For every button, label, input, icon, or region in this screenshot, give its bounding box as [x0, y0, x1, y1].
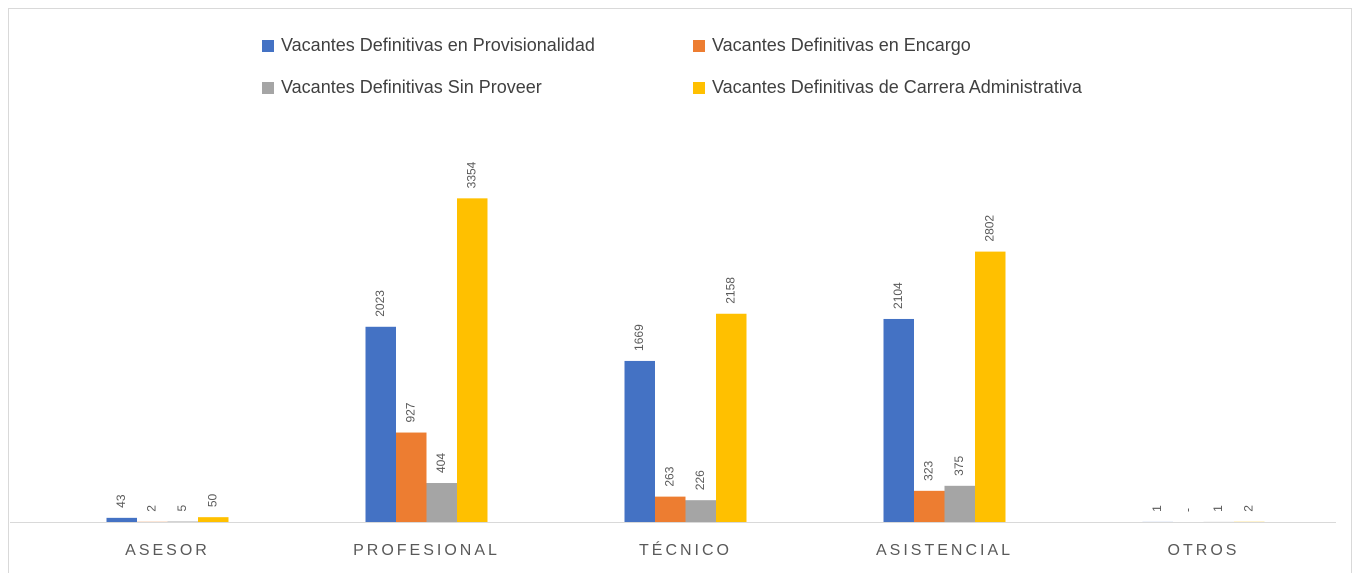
x-tick-label: PROFESIONAL — [353, 542, 500, 559]
bar — [716, 313, 747, 522]
value-label: 2802 — [982, 215, 996, 242]
value-label: 375 — [952, 455, 966, 475]
value-label: 3354 — [464, 161, 478, 188]
value-label: 263 — [662, 466, 676, 486]
value-label: 2023 — [373, 290, 387, 317]
bar — [685, 500, 716, 522]
bar — [655, 496, 686, 522]
bar — [106, 517, 137, 522]
value-label: 2 — [1241, 505, 1255, 512]
legend-label: Vacantes Definitivas en Encargo — [712, 35, 971, 55]
bar — [975, 251, 1006, 522]
bar — [883, 318, 914, 522]
value-label: 1 — [1211, 505, 1225, 512]
bar — [198, 517, 229, 522]
legend-swatch — [693, 82, 705, 94]
chart-border — [8, 8, 1352, 573]
value-label: 2 — [144, 505, 158, 512]
legend-swatch — [693, 40, 705, 52]
value-label: 1 — [1150, 505, 1164, 512]
legend-label: Vacantes Definitivas Sin Proveer — [281, 77, 542, 97]
x-tick-label: ASISTENCIAL — [876, 542, 1013, 559]
value-label: 927 — [403, 402, 417, 422]
value-label: 226 — [693, 470, 707, 490]
value-label: 2104 — [891, 282, 905, 309]
legend-label: Vacantes Definitivas en Provisionalidad — [281, 35, 595, 55]
bar — [624, 360, 655, 522]
bar — [914, 490, 945, 522]
bar — [396, 432, 427, 522]
value-label: 404 — [434, 453, 448, 473]
value-label: 5 — [175, 505, 189, 512]
bar — [365, 326, 396, 522]
bar — [426, 483, 457, 522]
legend-swatch — [262, 82, 274, 94]
value-label: 1669 — [632, 324, 646, 351]
x-tick-label: TÉCNICO — [639, 540, 732, 559]
bar — [457, 198, 488, 523]
value-label: 2158 — [723, 277, 737, 304]
x-tick-label: OTROS — [1168, 542, 1240, 559]
x-tick-label: ASESOR — [125, 542, 210, 559]
value-label: - — [1180, 508, 1194, 512]
bar — [944, 485, 975, 522]
value-label: 43 — [114, 494, 128, 508]
legend-label: Vacantes Definitivas de Carrera Administ… — [712, 77, 1083, 97]
value-label: 323 — [921, 460, 935, 480]
value-label: 50 — [205, 494, 219, 508]
legend-swatch — [262, 40, 274, 52]
